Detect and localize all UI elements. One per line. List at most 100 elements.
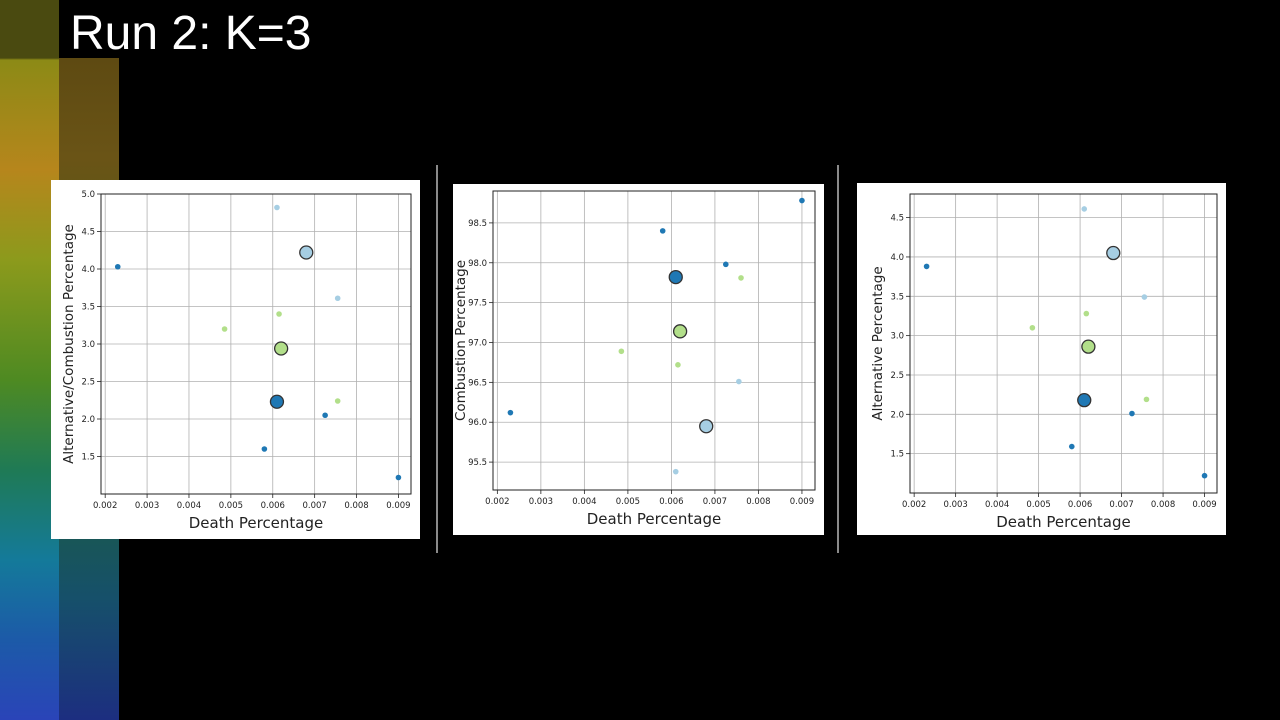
plot-frame [909,193,1218,494]
y-tick-label: 98.0 [468,259,487,269]
data-point-dark-blue [923,263,930,270]
y-tick-label: 2.0 [890,410,904,420]
chart-panel-3: 0.002 0.003 0.004 0.005 0.006 0.007 0.008 0.009… [857,183,1226,535]
data-point-light-green [334,398,341,404]
divider-2 [837,165,839,553]
y-tick-label: 4.0 [890,253,904,263]
y-tick-label: 1.5 [890,450,904,460]
chart-1-axes: 0.002 0.003 0.004 0.005 0.006 0.007 0.008 0.009… [61,190,412,532]
x-tick-label: 0.008 [1151,500,1175,510]
centroid-dark-blue [1077,393,1092,408]
centroid-light-green [672,324,688,339]
scatter-chart-3: 0.002 0.003 0.004 0.005 0.006 0.007 0.008 0.009… [870,193,1218,531]
data-point-light-blue [334,295,341,302]
data-point-light-green [1029,324,1036,331]
x-tick-label: 0.006 [659,497,683,507]
data-point-dark-blue [722,261,729,268]
x-tick-label: 0.003 [529,497,553,507]
data-point-dark-blue [1201,472,1208,479]
x-tick-label: 0.008 [746,497,770,507]
scatter-chart-1: 0.002 0.003 0.004 0.005 0.006 0.007 0.008 0.009… [61,190,412,532]
y-axis-label: Alternative Percentage [870,266,886,420]
x-tick-label: 0.003 [943,500,967,510]
x-tick-label: 0.006 [1068,500,1092,510]
y-tick-label: 5.0 [81,190,95,200]
scatter-chart-2: 0.002 0.003 0.004 0.005 0.006 0.007 0.008 0.009… [453,190,816,528]
data-point-dark-blue [799,197,805,204]
centroid-dark-blue [269,394,285,409]
centroid-dark-blue [668,269,683,285]
x-tick-label: 0.009 [386,501,410,511]
data-point-light-blue [736,378,742,385]
y-tick-label: 4.5 [890,214,904,224]
x-tick-label: 0.002 [902,500,926,510]
data-point-dark-blue [1068,443,1075,450]
x-tick-label: 0.005 [1026,500,1050,510]
centroid-light-green [1081,339,1096,354]
data-point-dark-blue [507,409,514,416]
data-point-light-green [1143,396,1150,403]
data-point-dark-blue [114,263,121,270]
y-tick-label: 2.5 [81,378,95,388]
centroid-light-blue [299,245,314,260]
divider-1 [436,165,438,553]
y-tick-label: 4.0 [81,265,95,275]
y-axis-label: Combustion Percentage [453,260,469,421]
x-tick-label: 0.004 [572,497,596,507]
data-point-light-green [618,348,625,355]
x-axis-label: Death Percentage [189,514,324,532]
x-tick-label: 0.007 [1109,500,1133,510]
plot-frame [492,190,816,491]
centroid-light-green [273,341,289,356]
centroid-light-blue [699,419,714,434]
y-tick-label: 98.5 [468,219,487,229]
x-tick-label: 0.009 [790,497,814,507]
data-point-light-blue [672,468,679,475]
chart-3-axes: 0.002 0.003 0.004 0.005 0.006 0.007 0.008 0.009… [870,193,1218,531]
data-point-dark-blue [322,412,328,419]
y-tick-label: 1.5 [81,453,95,463]
data-point-light-blue [1141,294,1148,300]
x-tick-label: 0.007 [703,497,727,507]
chart-2-axes: 0.002 0.003 0.004 0.005 0.006 0.007 0.008 0.009… [453,190,816,528]
y-tick-label: 3.0 [81,340,95,350]
data-point-light-blue [274,204,280,211]
y-tick-label: 2.0 [81,415,95,425]
data-point-light-green [276,311,282,317]
data-point-light-green [675,362,681,368]
x-tick-label: 0.004 [177,501,201,511]
y-tick-label: 2.5 [890,371,904,381]
x-axis-label: Death Percentage [996,513,1131,531]
x-tick-label: 0.002 [485,497,509,507]
y-tick-label: 4.5 [81,228,95,238]
y-tick-label: 96.5 [468,378,487,388]
y-tick-label: 96.0 [468,418,487,428]
chart-panel-1: 0.002 0.003 0.004 0.005 0.006 0.007 0.008 0.009… [51,180,420,539]
plot-frame [100,193,412,495]
y-tick-label: 3.0 [890,332,904,342]
data-point-light-green [1083,310,1090,317]
x-axis-label: Death Percentage [587,510,722,528]
data-point-dark-blue [659,228,666,234]
y-tick-label: 3.5 [81,303,95,313]
x-tick-label: 0.006 [261,501,285,511]
slide-title: Run 2: K=3 [70,7,312,60]
data-point-light-green [221,326,228,332]
y-tick-label: 97.0 [468,338,487,348]
y-tick-label: 3.5 [890,292,904,302]
y-tick-label: 95.5 [468,458,487,468]
y-tick-label: 97.5 [468,299,487,309]
accent-stripe-left [0,0,59,720]
y-axis-label: Alternative/Combustion Percentage [61,224,77,464]
data-point-dark-blue [261,446,268,452]
x-tick-label: 0.005 [219,501,243,511]
x-tick-label: 0.004 [985,500,1009,510]
chart-panel-2: 0.002 0.003 0.004 0.005 0.006 0.007 0.008 0.009… [453,184,824,535]
data-point-dark-blue [395,474,402,481]
x-tick-label: 0.003 [135,501,159,511]
centroid-light-blue [1106,245,1121,261]
x-tick-label: 0.002 [93,501,117,511]
x-tick-label: 0.007 [302,501,326,511]
data-point-light-green [738,275,744,281]
x-tick-label: 0.008 [344,501,368,511]
